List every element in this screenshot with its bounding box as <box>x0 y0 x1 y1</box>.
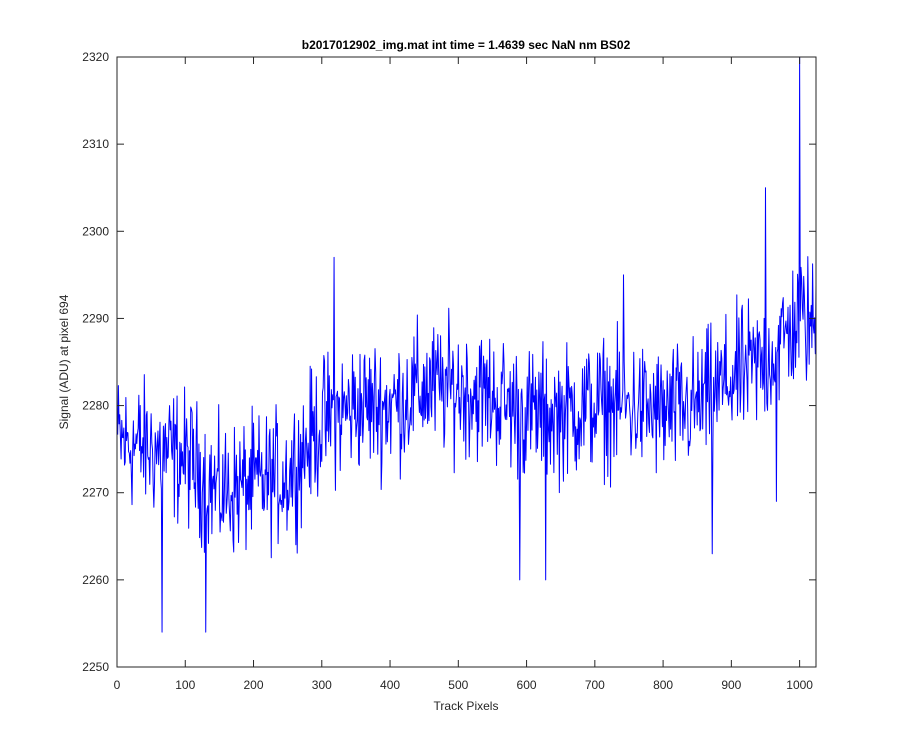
x-tick-label: 300 <box>312 678 332 692</box>
x-tick-label: 800 <box>653 678 673 692</box>
series-line-0 <box>117 56 817 633</box>
y-tick-label: 2300 <box>82 224 109 238</box>
y-axis: 2250 2260 2270 2280 2290 2300 2310 2320 <box>82 50 816 674</box>
chart-title: b2017012902_img.mat int time = 1.4639 se… <box>302 38 631 52</box>
x-tick-label: 0 <box>114 678 121 692</box>
x-axis-label: Track Pixels <box>434 699 499 713</box>
x-tick-label: 1000 <box>786 678 813 692</box>
y-tick-label: 2290 <box>82 311 109 325</box>
y-axis-label: Signal (ADU) at pixel 694 <box>57 294 71 429</box>
y-tick-label: 2250 <box>82 660 109 674</box>
y-tick-label: 2320 <box>82 50 109 64</box>
y-tick-label: 2270 <box>82 486 109 500</box>
x-tick-label: 600 <box>517 678 537 692</box>
x-tick-label: 100 <box>175 678 195 692</box>
y-tick-label: 2260 <box>82 573 109 587</box>
x-axis: 0 100 200 300 400 500 600 700 800 900 1000 <box>114 57 813 692</box>
x-tick-label: 900 <box>721 678 741 692</box>
x-tick-label: 700 <box>585 678 605 692</box>
x-tick-label: 500 <box>448 678 468 692</box>
plot-frame <box>116 56 817 668</box>
series-layer <box>117 56 817 633</box>
x-tick-label: 400 <box>380 678 400 692</box>
y-tick-label: 2310 <box>82 137 109 151</box>
x-tick-label: 200 <box>244 678 264 692</box>
y-tick-label: 2280 <box>82 399 109 413</box>
